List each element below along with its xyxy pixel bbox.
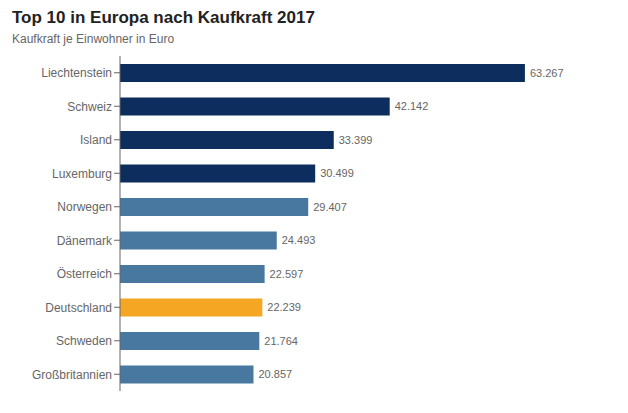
html-text:Kaufkraft je Einwohner in Euro: Kaufkraft je Einwohner in Euro (12, 32, 175, 46)
svg-text:Schweden: Schweden (56, 334, 112, 348)
svg-text:Luxemburg: Luxemburg (52, 167, 112, 181)
svg-text:21.764: 21.764 (264, 335, 298, 347)
svg-text:Großbritannien: Großbritannien (32, 368, 112, 382)
svg-text:24.493: 24.493 (282, 234, 316, 246)
svg-text:20.857: 20.857 (258, 368, 292, 380)
svg-text:Dänemark: Dänemark (57, 234, 113, 248)
svg-text:22.597: 22.597 (270, 268, 304, 280)
svg-text:30.499: 30.499 (320, 167, 354, 179)
svg-text:Österreich: Österreich (57, 267, 112, 281)
svg-text:Schweiz: Schweiz (67, 100, 112, 114)
html-text:Top 10 in Europa nach Kaufkraf: Top 10 in Europa nach Kaufkraft 2017 (12, 8, 315, 27)
svg-text:33.399: 33.399 (339, 134, 373, 146)
svg-text:Deutschland: Deutschland (45, 301, 112, 315)
svg-text:63.267: 63.267 (530, 67, 564, 79)
svg-text:42.142: 42.142 (395, 100, 429, 112)
svg-text:29.407: 29.407 (313, 201, 347, 213)
svg-text:Island: Island (80, 133, 112, 147)
svg-text:Norwegen: Norwegen (57, 200, 112, 214)
svg-text:Liechtenstein: Liechtenstein (41, 66, 112, 80)
svg-text:22.239: 22.239 (267, 301, 301, 313)
